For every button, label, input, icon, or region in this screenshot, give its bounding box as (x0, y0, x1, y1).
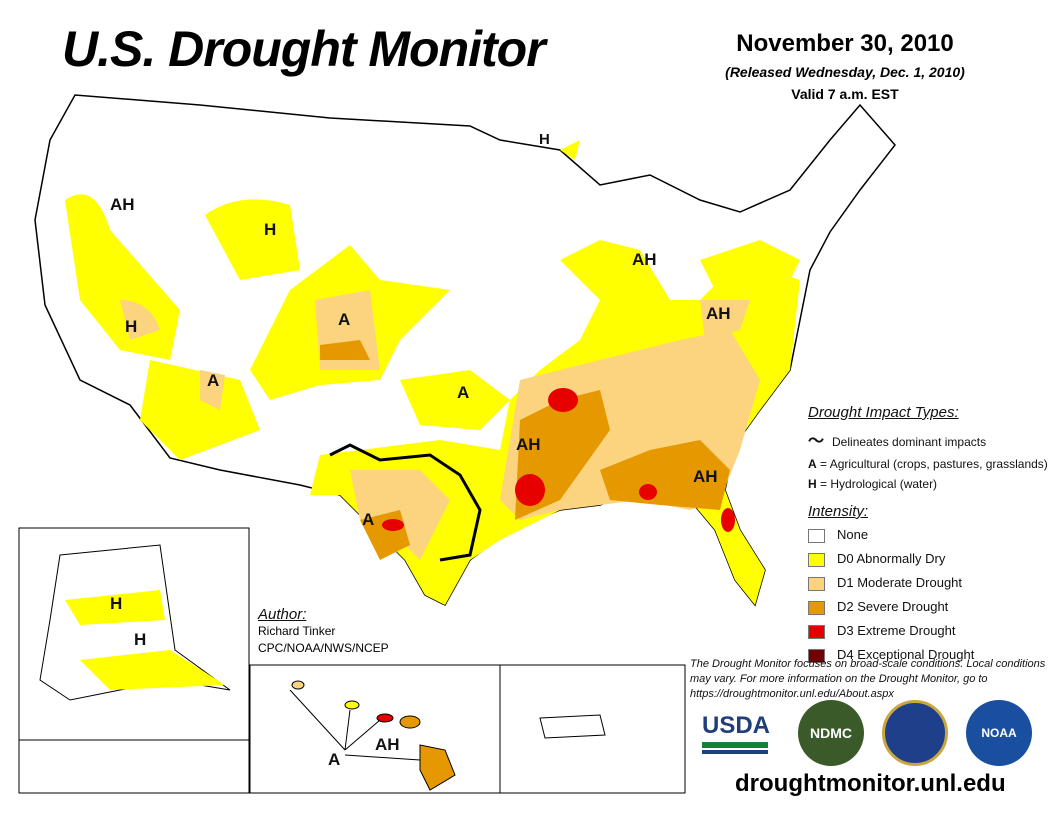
website-url[interactable]: droughtmonitor.unl.edu (735, 770, 1006, 797)
alaska-inset (18, 527, 250, 794)
h-desc: = Hydrological (water) (820, 477, 938, 491)
map-label: A (207, 371, 220, 390)
intensity-swatch (808, 624, 825, 639)
map-label: AH (693, 467, 718, 486)
a-desc: = Agricultural (crops, pastures, grassla… (820, 457, 1048, 471)
impact-legend-title: Drought Impact Types: (808, 404, 959, 421)
intensity-label: D3 Extreme Drought (837, 623, 956, 638)
intensity-label: D0 Abnormally Dry (837, 551, 946, 566)
intensity-legend-item: D3 Extreme Drought (808, 622, 1048, 640)
puerto-rico-inset (499, 664, 686, 794)
intensity-swatch (808, 552, 825, 567)
author-org: CPC/NOAA/NWS/NCEP (258, 641, 389, 655)
hawaii-islands (289, 680, 456, 791)
impact-line-icon: 〜 (808, 433, 825, 450)
intensity-swatch (808, 576, 825, 591)
intensity-legend-item: None (808, 526, 1048, 544)
h-key: H (808, 477, 817, 491)
valid-time: Valid 7 a.m. EST (791, 86, 899, 102)
map-label: H (125, 317, 138, 336)
intensity-legend-item: D4 Exceptional Drought (808, 646, 1048, 664)
ndmc-logo: NDMC (798, 700, 864, 766)
map-label: A (338, 310, 351, 329)
map-label: A (362, 510, 375, 529)
map-label: H (539, 131, 550, 148)
noaa-logo: NOAA (966, 700, 1032, 766)
intensity-label: D4 Exceptional Drought (837, 647, 975, 662)
intensity-swatch (808, 648, 825, 663)
author-heading: Author: (258, 606, 307, 623)
impact-legend: Drought Impact Types: 〜 Delineates domina… (808, 404, 1048, 664)
d3-areas (382, 388, 735, 532)
map-label: A (328, 750, 341, 769)
map-label: AH (706, 304, 731, 323)
release-date: (Released Wednesday, Dec. 1, 2010) (725, 64, 965, 80)
intensity-label: D1 Moderate Drought (837, 575, 963, 590)
impact-line-label: Delineates dominant impacts (832, 435, 987, 449)
intensity-legend-item: D1 Moderate Drought (808, 574, 1048, 592)
intensity-label: D2 Severe Drought (837, 599, 949, 614)
disclaimer-note: The Drought Monitor focuses on broad-sca… (690, 658, 1046, 700)
usda-logo: USDA (702, 712, 770, 754)
map-label: AH (110, 195, 135, 214)
commerce-seal-logo (882, 700, 948, 766)
intensity-legend-item: D2 Severe Drought (808, 598, 1048, 616)
map-label: AH (516, 435, 541, 454)
author-block: Author: Richard Tinker CPC/NOAA/NWS/NCEP (258, 606, 389, 657)
impact-boundary-texas (329, 443, 482, 562)
intensity-legend: None D0 Abnormally Dry D1 Moderate Drought… (808, 526, 1048, 664)
map-label: H (110, 594, 123, 613)
author-name: Richard Tinker (258, 624, 336, 638)
intensity-label: None (837, 527, 869, 542)
intensity-swatch (808, 600, 825, 615)
intensity-legend-title: Intensity: (808, 503, 869, 520)
map-label: H (264, 220, 277, 239)
a-key: A (808, 457, 817, 471)
map-label: A (457, 383, 470, 402)
map-label: H (134, 630, 147, 649)
map-label: AH (375, 735, 400, 754)
map-title: U.S. Drought Monitor (62, 21, 546, 77)
intensity-swatch (808, 528, 825, 543)
map-label: AH (632, 250, 657, 269)
hawaii-inset (249, 664, 501, 794)
intensity-legend-item: D0 Abnormally Dry (808, 550, 1048, 568)
map-date: November 30, 2010 (736, 30, 954, 57)
